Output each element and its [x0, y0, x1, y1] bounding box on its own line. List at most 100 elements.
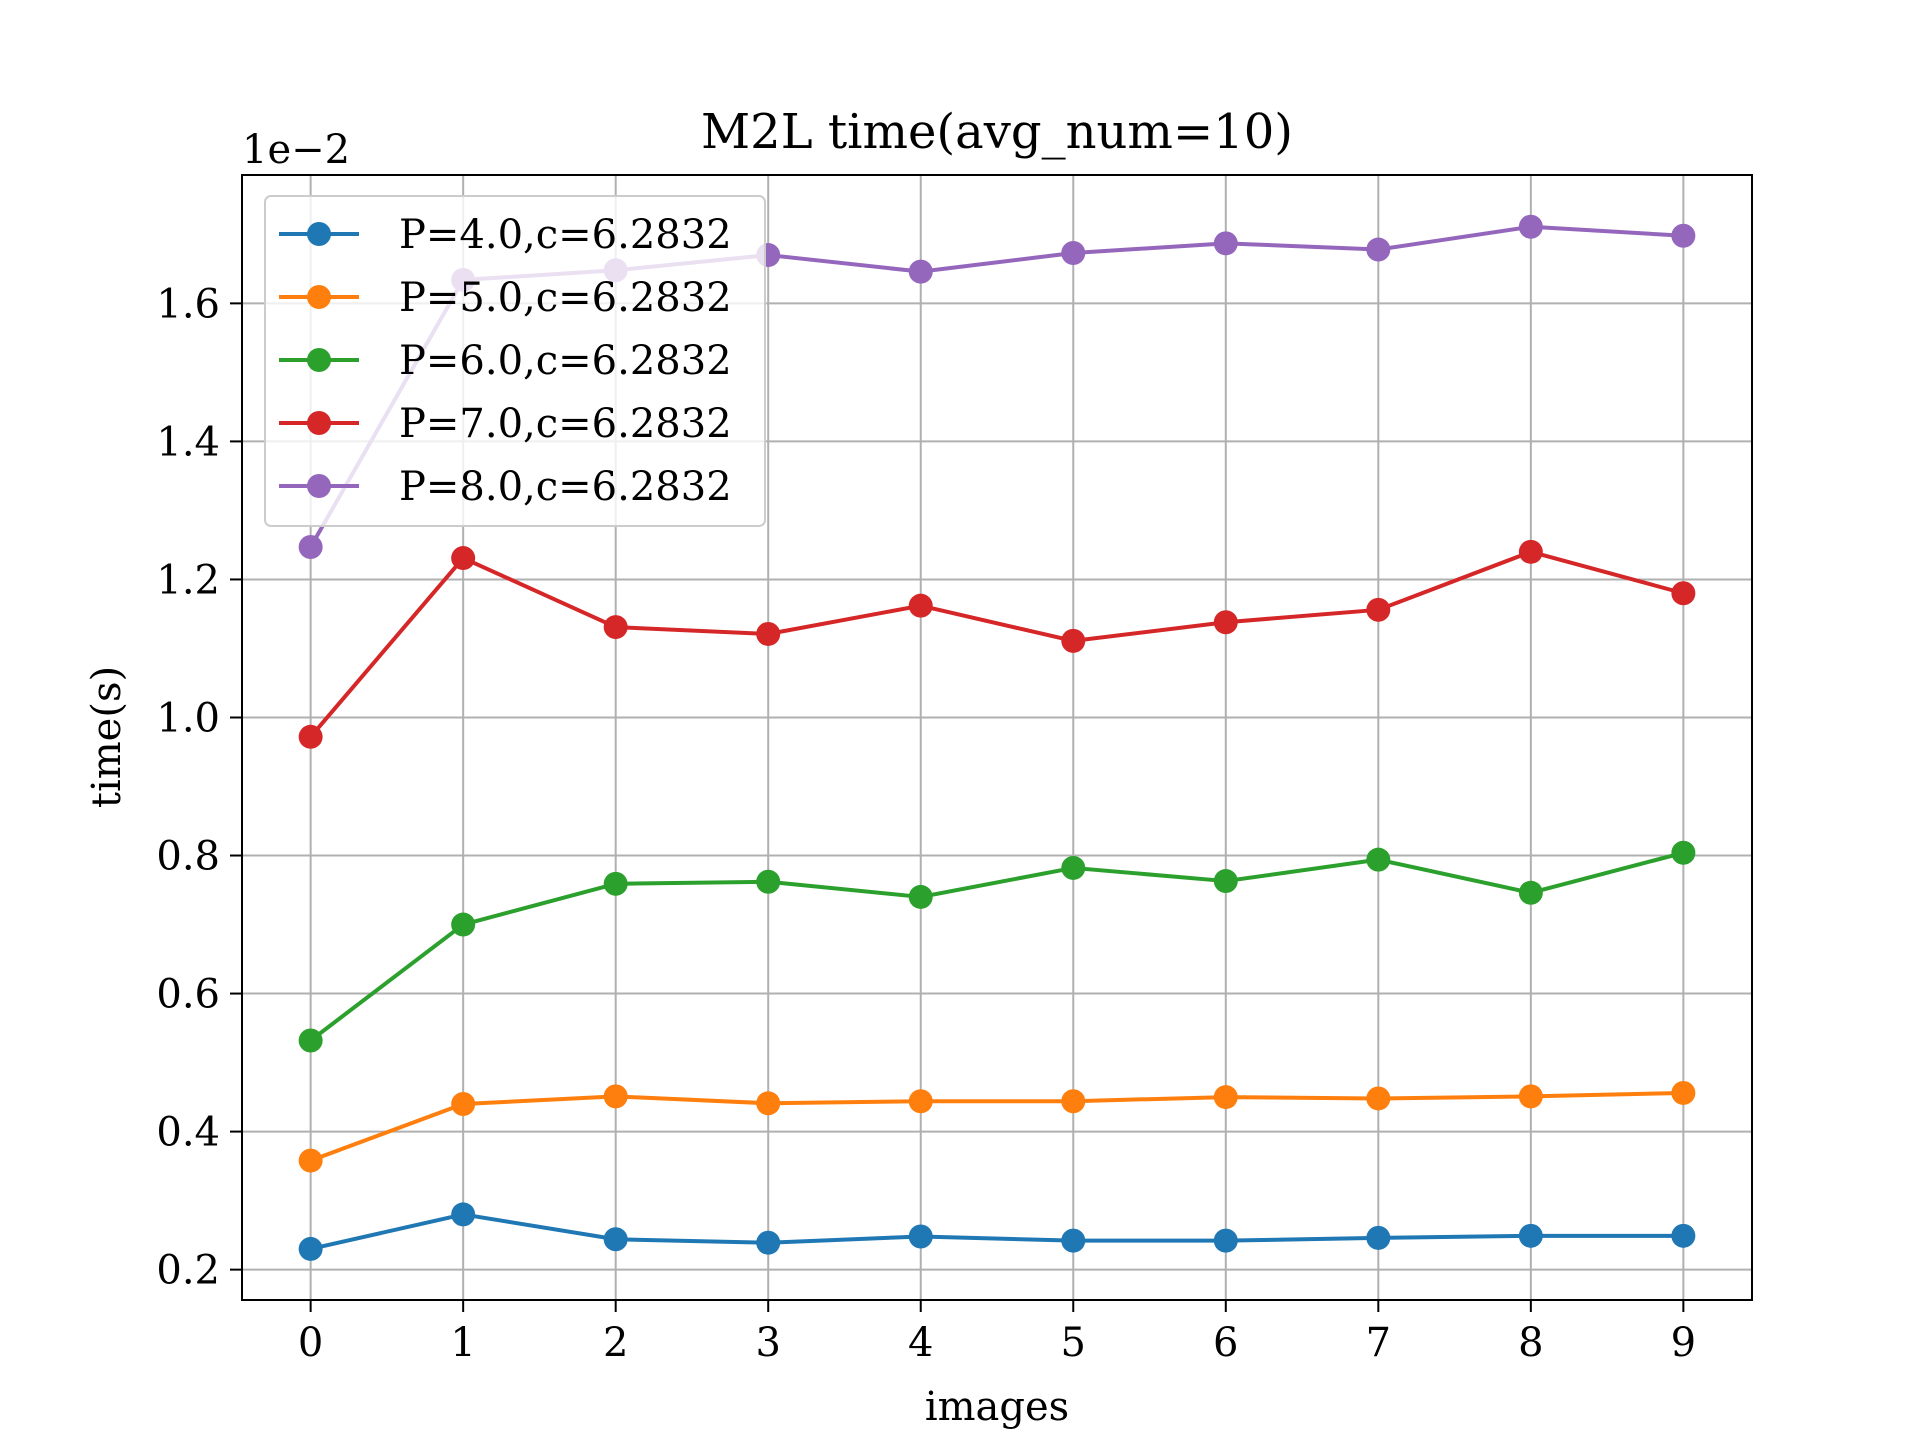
legend-label: P=8.0,c=6.2832: [399, 464, 732, 510]
y-axis: 0.2 0.4 0.6 0.8 1.0 1.2 1.4 1.6: [156, 281, 242, 1294]
x-tick-label: 1: [450, 1320, 475, 1366]
y-tick-label: 0.4: [156, 1110, 220, 1156]
data-point: [756, 1230, 781, 1255]
data-point: [298, 1028, 323, 1053]
data-point: [908, 593, 933, 618]
data-point: [1061, 240, 1086, 265]
x-tick-label: 8: [1518, 1320, 1543, 1366]
y-axis-label: time(s): [84, 666, 130, 808]
data-point: [298, 1236, 323, 1261]
series-3: [298, 840, 1696, 1053]
plot-frame: [241, 174, 1753, 1301]
data-point: [908, 1224, 933, 1249]
data-point: [1061, 1228, 1086, 1253]
data-point: [1671, 581, 1696, 606]
data-point: [298, 1148, 323, 1173]
series-line: [310, 1212, 1684, 1251]
data-point: [1366, 597, 1391, 622]
grid-lines: [242, 175, 1752, 1300]
series-line: [309, 549, 1684, 739]
y-tick-label: 1.0: [156, 695, 220, 741]
x-axis: 0 1 2 3 4 5 6 7 8 9: [298, 1300, 1696, 1366]
data-point: [603, 871, 628, 896]
y-tick-label: 1.2: [156, 557, 220, 603]
data-point: [1061, 628, 1086, 653]
x-tick-label: 5: [1061, 1320, 1086, 1366]
series-4: [298, 539, 1696, 749]
legend-marker: [307, 348, 331, 372]
legend-marker: [307, 411, 331, 435]
data-point: [908, 884, 933, 909]
x-tick-label: 7: [1366, 1320, 1391, 1366]
data-point: [1671, 1223, 1696, 1248]
data-point: [1366, 847, 1391, 872]
data-point: [1213, 610, 1238, 635]
legend-marker: [307, 222, 331, 246]
y-tick-label: 0.8: [156, 834, 220, 880]
data-point: [756, 621, 781, 646]
data-point: [451, 546, 476, 571]
y-offset-label: 1e−2: [242, 127, 350, 173]
data-point: [1518, 1084, 1543, 1109]
legend-box: [264, 195, 766, 527]
series-1: [298, 1202, 1696, 1261]
data-point: [756, 869, 781, 894]
legend-label: P=7.0,c=6.2832: [399, 401, 732, 447]
data-point: [603, 1084, 628, 1109]
legend-item: P=6.0,c=6.2832: [279, 338, 732, 384]
data-point: [1518, 214, 1543, 239]
x-tick-label: 0: [298, 1320, 323, 1366]
series-2: [298, 1080, 1696, 1173]
data-point: [1061, 855, 1086, 880]
x-tick-label: 2: [603, 1320, 628, 1366]
data-point: [1518, 880, 1543, 905]
data-point: [298, 535, 323, 560]
data-point: [1366, 1086, 1391, 1111]
y-tick-label: 0.2: [156, 1248, 220, 1294]
data-point: [603, 615, 628, 640]
series-line: [309, 850, 1684, 1043]
data-point: [1671, 223, 1696, 248]
x-axis-label: images: [925, 1384, 1069, 1430]
legend-marker: [307, 474, 331, 498]
data-point: [1213, 869, 1238, 894]
data-point: [298, 724, 323, 749]
data-point: [756, 1091, 781, 1116]
data-point: [1671, 840, 1696, 865]
legend-label: P=4.0,c=6.2832: [399, 212, 732, 258]
legend-label: P=5.0,c=6.2832: [399, 275, 732, 321]
legend-item: P=5.0,c=6.2832: [279, 275, 732, 321]
data-point: [1213, 231, 1238, 256]
data-point: [1518, 1223, 1543, 1248]
data-point: [1671, 1080, 1696, 1105]
data-point: [1061, 1089, 1086, 1114]
legend-label: P=6.0,c=6.2832: [399, 338, 732, 384]
data-point: [1366, 237, 1391, 262]
data-point: [1213, 1228, 1238, 1253]
data-point: [451, 1091, 476, 1116]
data-point: [1518, 539, 1543, 564]
legend: P=4.0,c=6.2832 P=5.0,c=6.2832 P=6.0,c=6.28…: [264, 195, 766, 527]
legend-item: P=8.0,c=6.2832: [279, 464, 732, 510]
x-tick-label: 4: [908, 1320, 933, 1366]
data-point: [908, 259, 933, 284]
series-line: [309, 1090, 1684, 1163]
data-point: [1213, 1085, 1238, 1110]
data-point: [603, 1227, 628, 1252]
data-point: [1366, 1225, 1391, 1250]
x-tick-label: 3: [755, 1320, 780, 1366]
y-tick-label: 0.6: [156, 972, 220, 1018]
legend-marker: [307, 285, 331, 309]
y-tick-label: 1.6: [156, 281, 220, 327]
data-point: [451, 1202, 476, 1227]
legend-item: P=4.0,c=6.2832: [279, 212, 732, 258]
x-tick-label: 6: [1213, 1320, 1238, 1366]
data-point: [908, 1089, 933, 1114]
chart-title: M2L time(avg_num=10): [701, 104, 1293, 160]
legend-item: P=7.0,c=6.2832: [279, 401, 732, 447]
y-tick-label: 1.4: [156, 419, 220, 465]
x-tick-label: 9: [1671, 1320, 1696, 1366]
data-point: [451, 912, 476, 937]
